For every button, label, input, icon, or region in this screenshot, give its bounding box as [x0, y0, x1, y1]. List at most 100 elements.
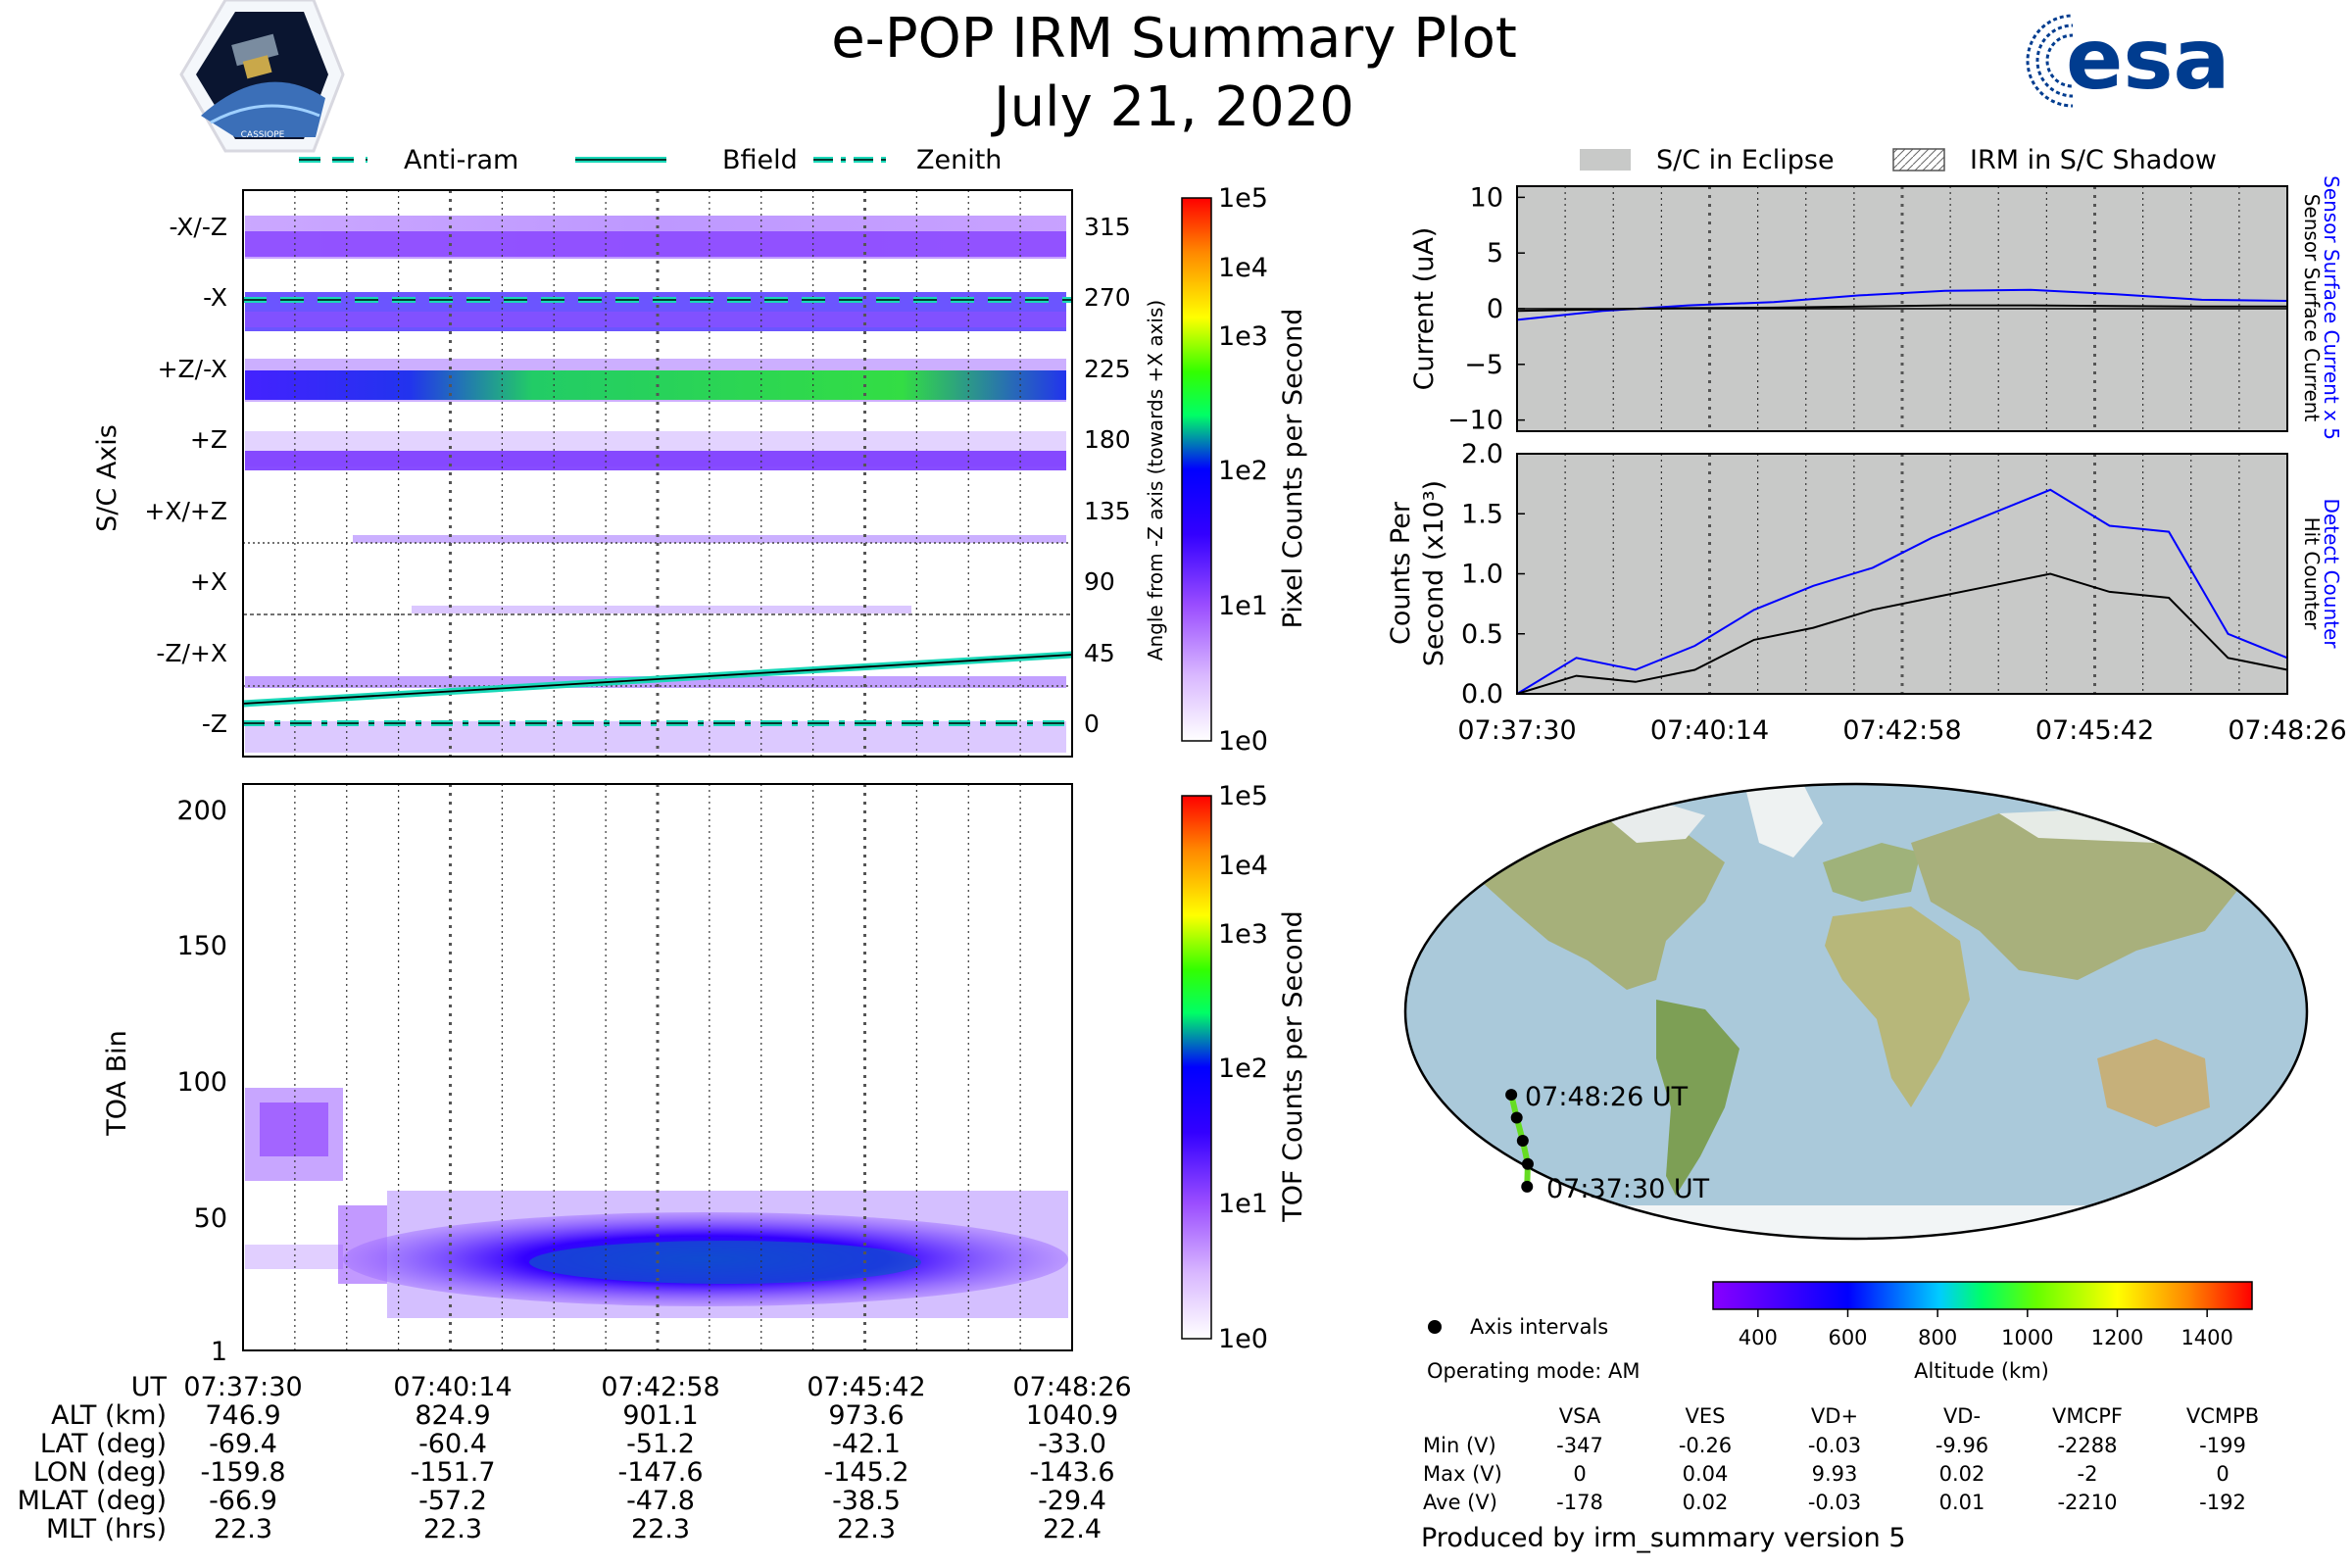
orbit-track: [1505, 1089, 1534, 1193]
cbar-tick: 1e2: [1218, 1054, 1268, 1084]
stats-cell: -9.96: [1936, 1434, 1988, 1457]
cbar-tick: 1e1: [1218, 591, 1268, 621]
stats-cell: 0.02: [1939, 1462, 1985, 1486]
ephemeris-cell: 901.1: [622, 1400, 698, 1431]
ephemeris-cell: -66.9: [209, 1486, 277, 1516]
sc-axis-ylabel: S/C Axis: [92, 424, 122, 532]
ephemeris-cell: -57.2: [418, 1486, 487, 1516]
cbar-tick: 1e0: [1218, 1324, 1268, 1354]
orbit-point: [1516, 1134, 1529, 1147]
series-black-line: [1516, 304, 2287, 313]
y-tick: −5: [1464, 350, 1503, 380]
ephemeris-row-label: LAT (deg): [40, 1429, 167, 1459]
ephemeris-cell: -143.6: [1029, 1457, 1114, 1488]
counts-yticks: 2.0 1.5 1.0 0.5 0.0: [1461, 439, 1525, 710]
stats-cell: -192: [2199, 1491, 2246, 1514]
ephemeris-cell: -151.7: [410, 1457, 495, 1488]
cbar-tick: 1e0: [1218, 726, 1268, 757]
axis-intervals-legend: Axis intervals: [1428, 1315, 1608, 1339]
ephemeris-cell: -33.0: [1038, 1429, 1106, 1459]
stats-row-label: Max (V): [1423, 1462, 1502, 1486]
toa-tick: 1: [211, 1337, 227, 1367]
alt-tick: 400: [1739, 1326, 1778, 1349]
axis-interval-marker: [1428, 1320, 1442, 1334]
ephemeris-cell: 07:37:30: [183, 1372, 302, 1402]
stats-cell: 0.01: [1939, 1491, 1985, 1514]
legend-eclipse: S/C in Eclipse: [1656, 145, 1835, 175]
angle-tick: 180: [1084, 425, 1131, 454]
stats-row-label: Min (V): [1423, 1434, 1496, 1457]
sc-axis-label: -Z/+X: [156, 639, 227, 667]
counts-vertical-grid: [1564, 454, 2240, 694]
orbit-map: 07:48:26 UT 07:37:30 UT: [1403, 782, 2309, 1241]
y-tick: 5: [1487, 238, 1503, 269]
stats-cell: -0.03: [1808, 1491, 1861, 1514]
ephemeris-cell: 22.3: [631, 1514, 690, 1544]
counts-ylabel-line1: Counts Per: [1386, 501, 1416, 645]
y-tick: 0: [1487, 294, 1503, 324]
counts-series: [1516, 488, 2288, 695]
ephemeris-cell: -42.1: [832, 1429, 901, 1459]
sc-axis-label: +Z/-X: [158, 355, 227, 383]
x-tick: 07:40:14: [1650, 715, 1769, 746]
voltage-stats-table: VSA VES VD+ VD- VMCPF VCMPB Min (V) -347 -0.26 -0…: [1423, 1404, 2259, 1514]
cbar-tick: 1e4: [1218, 253, 1268, 283]
ephemeris-cell: 07:40:14: [393, 1372, 512, 1402]
angle-tick: 45: [1084, 639, 1115, 667]
stats-header: VMCPF: [2052, 1404, 2123, 1428]
cbar-tick: 1e5: [1218, 183, 1268, 214]
sc-axis-panel: -X/-Z -X +Z/-X +Z +X/+Z +X -Z/+X -Z 315 …: [92, 189, 1167, 758]
angle-tick: 270: [1084, 283, 1131, 312]
angle-axis-label: Angle from -Z axis (towards +X axis): [1144, 300, 1167, 661]
toa-yticks: 200 150 100 50 1: [176, 796, 227, 1367]
counts-right-label-black: Hit Counter: [2300, 517, 2324, 630]
angle-tick: 225: [1084, 355, 1131, 383]
angle-tick: 135: [1084, 497, 1131, 525]
pixel-cbar-label: Pixel Counts per Second: [1278, 309, 1308, 629]
ephemeris-cell: -29.4: [1038, 1486, 1106, 1516]
ephemeris-cell: 1040.9: [1026, 1400, 1118, 1431]
tof-cbar-ticks: 1e5 1e4 1e3 1e2 1e1 1e0: [1218, 781, 1268, 1354]
plot-date: July 21, 2020: [991, 75, 1354, 139]
sc-axis-label: -X: [203, 283, 227, 312]
pixel-colorbar: 1e5 1e4 1e3 1e2 1e1 1e0 Pixel Counts per…: [1181, 183, 1308, 757]
stats-cell: 0.02: [1683, 1491, 1729, 1514]
shadow-swatch: [1892, 148, 1945, 172]
stats-cell: 9.93: [1812, 1462, 1858, 1486]
ephemeris-cell: 22.3: [214, 1514, 272, 1544]
orbit-point: [1510, 1111, 1523, 1124]
ephemeris-cell: -47.8: [626, 1486, 695, 1516]
cassiope-logo: CASSIOPE: [179, 0, 345, 153]
cbar-tick: 1e5: [1218, 781, 1268, 811]
legend-top: Anti-ram Bfield Zenith: [299, 145, 1002, 175]
current-yticks: 10 5 0 −5 −10: [1447, 182, 1525, 436]
stats-cell: -2288: [2057, 1434, 2117, 1457]
toa-tick: 150: [176, 931, 227, 961]
y-tick: 2.0: [1461, 439, 1503, 469]
ephemeris-cell: -145.2: [823, 1457, 908, 1488]
x-tick: 07:45:42: [2035, 715, 2154, 746]
header: CASSIOPE e-POP IRM Summary Plot July 21,…: [179, 0, 2230, 153]
counts-ylabel-line2: Second (x10³): [1419, 480, 1449, 666]
stats-cell: -178: [1556, 1491, 1603, 1514]
y-tick: 10: [1470, 182, 1503, 213]
esa-logo: esa: [2026, 11, 2230, 109]
toa-tick: 200: [176, 796, 227, 826]
ephemeris-row-label: MLAT (deg): [18, 1486, 167, 1516]
orbit-label-start: 07:37:30 UT: [1546, 1174, 1710, 1204]
stats-cell: 0: [2216, 1462, 2229, 1486]
stats-cell: -0.03: [1808, 1434, 1861, 1457]
stats-cell: -2: [2078, 1462, 2098, 1486]
angle-tick: 90: [1084, 567, 1115, 596]
alt-tick: 1400: [2180, 1326, 2232, 1349]
ephemeris-cell: -51.2: [626, 1429, 695, 1459]
ephemeris-cell: 07:45:42: [807, 1372, 925, 1402]
alt-tick: 1000: [2001, 1326, 2053, 1349]
sc-axis-label: +Z: [190, 425, 227, 454]
page-title: e-POP IRM Summary Plot: [831, 7, 1517, 71]
current-vertical-grid: [1564, 186, 2240, 431]
ephemeris-table: UT 07:37:30 07:40:14 07:42:58 07:45:42 07:48:…: [18, 1372, 1132, 1544]
angle-tick: 315: [1084, 213, 1131, 241]
stats-cell: -2210: [2057, 1491, 2117, 1514]
